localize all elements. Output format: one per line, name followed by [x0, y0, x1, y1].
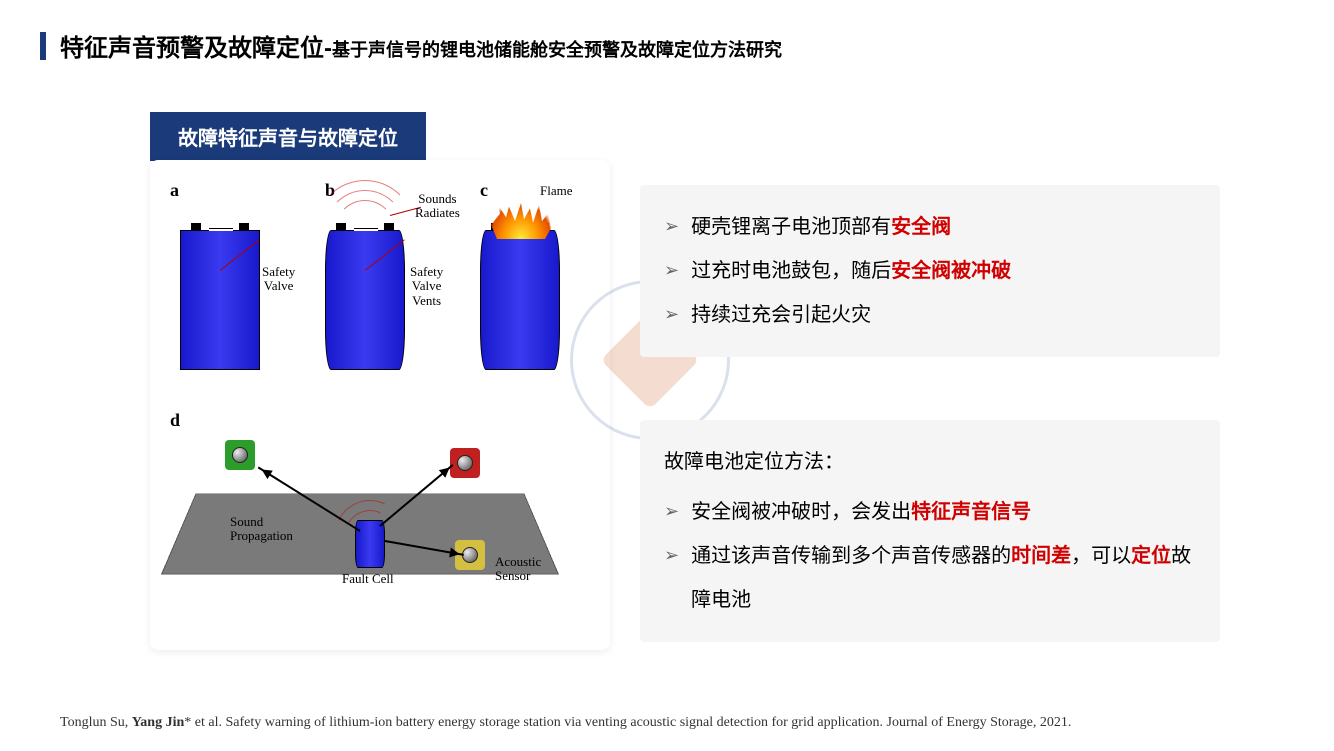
bullet-text: 通过该声音传输到多个声音传感器的时间差，可以定位故障电池: [691, 534, 1196, 622]
label-sound-propagation: Sound Propagation: [230, 515, 293, 544]
panel-label-a: a: [170, 180, 179, 201]
panel-label-c: c: [480, 180, 488, 201]
sensor-lens-icon: [457, 455, 473, 471]
panel-heading: 故障电池定位方法：: [664, 440, 1196, 484]
bullet-row: ➢ 通过该声音传输到多个声音传感器的时间差，可以定位故障电池: [664, 534, 1196, 622]
text-panel-2: 故障电池定位方法： ➢ 安全阀被冲破时，会发出特征声音信号 ➢ 通过该声音传输到…: [640, 420, 1220, 642]
battery-a: [180, 230, 260, 370]
label-fault-cell: Fault Cell: [342, 572, 394, 586]
panel-label-d: d: [170, 410, 180, 431]
valve-tab: [239, 223, 249, 231]
label-flame: Flame: [540, 184, 573, 198]
slide-title: 特征声音预警及故障定位-基于声信号的锂电池储能舱安全预警及故障定位方法研究: [40, 28, 782, 63]
sensor-lens-icon: [232, 447, 248, 463]
title-text: 特征声音预警及故障定位-基于声信号的锂电池储能舱安全预警及故障定位方法研究: [60, 28, 782, 63]
bullet-row: ➢ 过充时电池鼓包，随后安全阀被冲破: [664, 249, 1196, 293]
citation: Tonglun Su, Yang Jin* et al. Safety warn…: [60, 715, 1274, 731]
bullet-marker-icon: ➢: [664, 249, 679, 292]
title-main: 特征声音预警及故障定位-: [60, 35, 332, 62]
bullet-row: ➢ 持续过充会引起火灾: [664, 293, 1196, 337]
bullet-text: 持续过充会引起火灾: [691, 293, 1196, 337]
bullet-text: 硬壳锂离子电池顶部有安全阀: [691, 205, 1196, 249]
bullet-text: 安全阀被冲破时，会发出特征声音信号: [691, 490, 1196, 534]
battery-c: [480, 230, 560, 370]
bullet-marker-icon: ➢: [664, 205, 679, 248]
flame-icon: [491, 203, 551, 239]
bullet-text: 过充时电池鼓包，随后安全阀被冲破: [691, 249, 1196, 293]
diagram-panel: a Safety Valve b Safety Valve Vents Soun…: [150, 160, 610, 650]
section-header: 故障特征声音与故障定位: [150, 112, 426, 161]
sensor-red: [450, 448, 480, 478]
bullet-row: ➢ 硬壳锂离子电池顶部有安全阀: [664, 205, 1196, 249]
text-panel-1: ➢ 硬壳锂离子电池顶部有安全阀 ➢ 过充时电池鼓包，随后安全阀被冲破 ➢ 持续过…: [640, 185, 1220, 357]
title-sub: 基于声信号的锂电池储能舱安全预警及故障定位方法研究: [332, 40, 782, 60]
valve-tab: [191, 223, 201, 231]
valve-gap: [209, 228, 233, 231]
label-sounds-radiates: Sounds Radiates: [415, 192, 460, 221]
diagram-abc: a Safety Valve b Safety Valve Vents Soun…: [170, 180, 590, 400]
label-valve-vents: Safety Valve Vents: [410, 265, 443, 308]
label-acoustic-sensor: Acoustic Sensor: [495, 555, 541, 584]
sensor-green: [225, 440, 255, 470]
bullet-marker-icon: ➢: [664, 534, 679, 577]
bullet-marker-icon: ➢: [664, 490, 679, 533]
sound-arc: [315, 180, 415, 280]
diagram-d: d Sound Propagation Fault Cell Acoustic …: [170, 420, 590, 630]
label-safety-valve: Safety Valve: [262, 265, 295, 294]
title-accent-bar: [40, 32, 46, 60]
bullet-row: ➢ 安全阀被冲破时，会发出特征声音信号: [664, 490, 1196, 534]
bullet-marker-icon: ➢: [664, 293, 679, 336]
